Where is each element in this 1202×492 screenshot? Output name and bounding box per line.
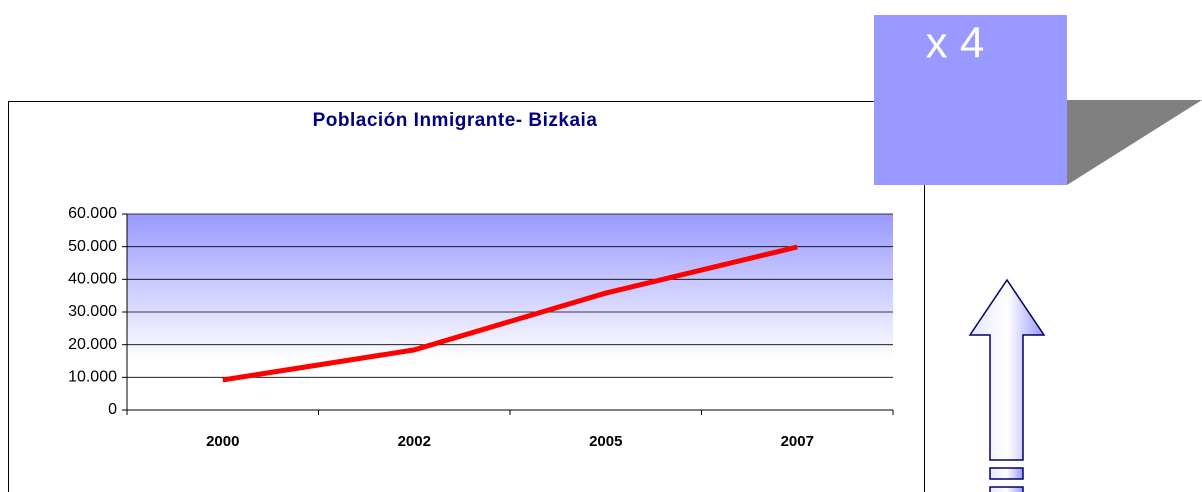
arrow-stripe [989, 486, 1024, 492]
up-arrow [968, 278, 1046, 461]
line-series [222, 244, 798, 383]
y-tick-label: 0 [108, 401, 117, 418]
arrow-stripe [989, 467, 1024, 480]
chart-title: Población Inmigrante- Bizkaia [313, 110, 598, 131]
x-tick-label: 2007 [781, 433, 814, 450]
y-tick-label: 20.000 [68, 336, 117, 353]
y-tick-label: 10.000 [68, 369, 117, 386]
x-tick-label: 2002 [398, 433, 431, 450]
y-tick-label: 30.000 [68, 303, 117, 320]
x-tick-label: 2000 [206, 433, 239, 450]
x-tick-label: 2005 [589, 433, 622, 450]
callout-box [874, 15, 1067, 185]
y-tick-label: 40.000 [68, 271, 117, 288]
y-tick-label: 50.000 [68, 238, 117, 255]
y-tick-label: 60.000 [68, 205, 117, 222]
callout-text: x 4 [926, 19, 985, 68]
callout-shadow [1067, 100, 1202, 185]
